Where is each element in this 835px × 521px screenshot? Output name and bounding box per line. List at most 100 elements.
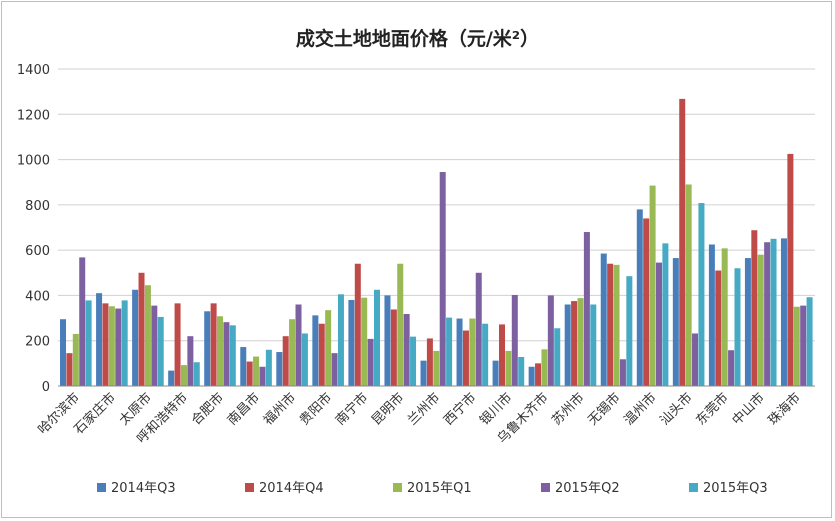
bar	[577, 298, 584, 386]
bar	[469, 318, 476, 386]
y-tick-label: 800	[25, 199, 50, 214]
bar	[121, 300, 128, 386]
bar	[475, 272, 482, 386]
bar	[138, 272, 145, 386]
bar	[662, 243, 669, 386]
x-category-label: 苏州市	[549, 390, 588, 429]
bar	[492, 360, 499, 386]
legend-label: 2014年Q3	[111, 481, 176, 496]
y-tick-label: 200	[25, 335, 50, 350]
bar	[554, 328, 561, 386]
bar	[108, 306, 115, 386]
x-category-label: 福州市	[260, 390, 299, 429]
bar	[498, 324, 505, 386]
bar	[806, 297, 813, 386]
bar	[66, 353, 73, 386]
bar	[698, 203, 705, 386]
bar	[96, 293, 103, 386]
bar	[482, 323, 489, 386]
bar	[655, 262, 662, 386]
bar	[800, 305, 807, 386]
bar	[282, 336, 289, 386]
bar	[505, 350, 512, 386]
bar	[180, 365, 187, 386]
y-tick-label: 400	[25, 289, 50, 304]
bar	[259, 366, 266, 386]
x-category-label: 贵阳市	[296, 390, 335, 429]
y-tick-label: 1200	[17, 108, 50, 123]
y-tick-label: 1000	[17, 154, 50, 169]
bar	[685, 184, 692, 386]
bar	[246, 361, 253, 386]
bar	[157, 316, 164, 386]
bar	[535, 363, 542, 386]
y-axis-ticks: 0 200 400 600 800 1000 1200 1400	[17, 63, 50, 395]
bar	[354, 263, 361, 386]
x-category-label: 西宁市	[440, 390, 479, 429]
legend-swatch	[97, 483, 106, 492]
bar	[102, 303, 109, 386]
bar	[384, 295, 391, 386]
legend-label: 2014年Q4	[259, 481, 324, 496]
bar	[528, 366, 535, 386]
x-category-label: 南昌市	[224, 390, 263, 429]
legend-swatch	[541, 483, 550, 492]
bar	[770, 238, 777, 386]
bar	[301, 333, 308, 386]
legend-label: 2015年Q3	[703, 481, 768, 496]
y-tick-label: 600	[25, 244, 50, 259]
bar	[636, 209, 643, 386]
bar	[115, 308, 122, 386]
bar	[462, 330, 469, 386]
bar	[511, 294, 518, 386]
legend-swatch	[393, 483, 402, 492]
bar	[649, 185, 656, 386]
legend-label: 2015年Q2	[555, 481, 620, 496]
bar	[626, 276, 633, 386]
bar	[600, 253, 607, 386]
bar	[312, 315, 319, 386]
bar	[223, 322, 230, 386]
y-tick-label: 1400	[17, 63, 50, 78]
bar	[728, 350, 735, 386]
chart-title: 成交土地地面价格（元/米²）	[295, 28, 540, 50]
bar	[60, 319, 67, 386]
bar	[744, 258, 751, 386]
bar	[187, 336, 194, 386]
x-category-label: 无锡市	[585, 390, 624, 429]
bar	[643, 218, 650, 386]
x-category-label: 中山市	[729, 390, 768, 429]
x-axis-categories: 哈尔滨市石家庄市太原市呼和浩特市合肥市南昌市福州市贵阳市南宁市昆明市兰州市西宁市…	[35, 390, 804, 447]
bar	[456, 318, 463, 386]
bar	[325, 310, 332, 386]
bar	[295, 304, 302, 386]
legend: 2014年Q3 2014年Q4 2015年Q1 2015年Q2 2015年Q3	[97, 481, 768, 496]
bar	[583, 232, 590, 386]
bar	[168, 370, 175, 386]
bar	[265, 349, 272, 386]
bars	[60, 98, 813, 386]
bar	[367, 338, 374, 386]
bar	[217, 316, 224, 386]
bar	[85, 300, 92, 386]
bar	[734, 268, 741, 386]
bar	[410, 336, 417, 386]
bar	[715, 270, 722, 386]
bar	[764, 242, 771, 386]
bar	[721, 248, 728, 386]
x-category-label: 合肥市	[188, 390, 227, 429]
bar	[793, 306, 800, 386]
bar	[433, 350, 440, 386]
legend-swatch	[245, 483, 254, 492]
bar	[229, 325, 236, 386]
bar	[679, 98, 686, 386]
bar	[547, 295, 554, 386]
bar	[151, 305, 158, 386]
bar	[318, 323, 325, 386]
x-category-label: 温州市	[621, 390, 660, 429]
legend-label: 2015年Q1	[407, 481, 472, 496]
bar	[193, 362, 200, 386]
bar	[403, 313, 410, 386]
